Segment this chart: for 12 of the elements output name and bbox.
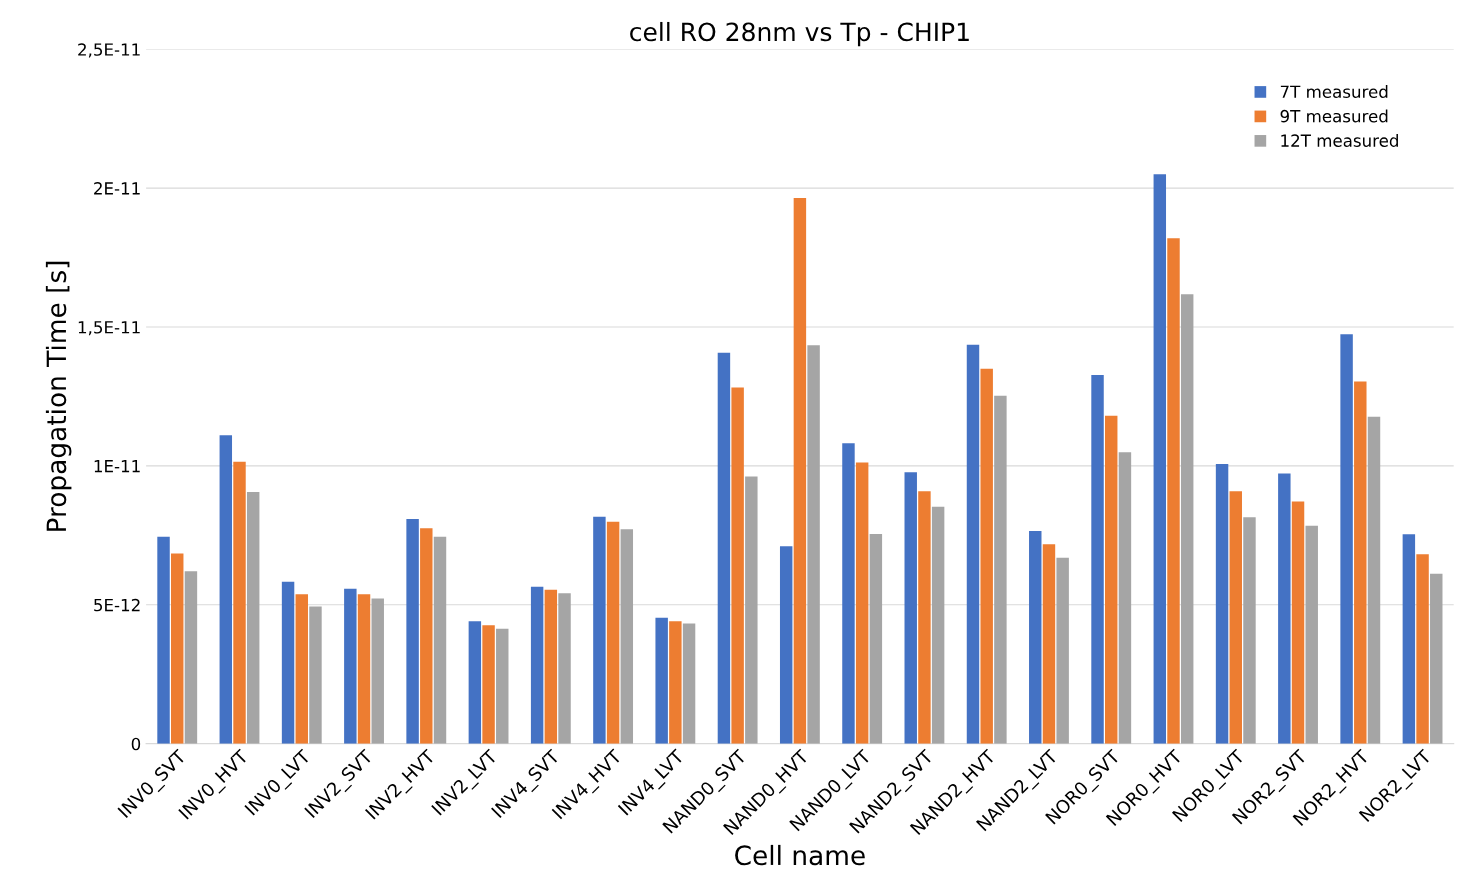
legend-label: 7T measured xyxy=(1280,85,1388,99)
y-tick-label: 2,5E-11 xyxy=(78,43,140,58)
chart-title: cell RO 28nm vs Tp - CHIP1 xyxy=(630,21,969,47)
legend-label: 12T measured xyxy=(1281,134,1398,147)
y-tick-label: 5E-12 xyxy=(94,598,140,612)
x-axis-title: Cell name xyxy=(735,844,865,866)
legend-label: 9T measured xyxy=(1280,109,1388,123)
y-tick-label: 2E-11 xyxy=(94,182,140,195)
y-axis-title: Propagation Time [s] xyxy=(45,261,72,531)
y-tick-label: 1,5E-11 xyxy=(78,321,140,336)
y-tick-label: 0 xyxy=(131,737,141,751)
y-tick-label: 1E-11 xyxy=(94,460,140,473)
